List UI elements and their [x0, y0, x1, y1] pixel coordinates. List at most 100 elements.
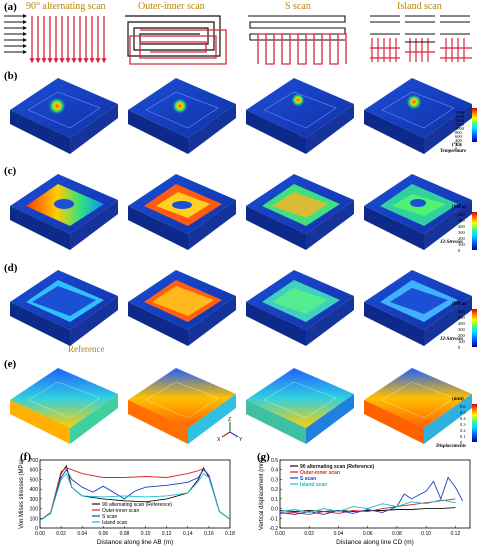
x-tick-label-1-5: 0.10	[421, 531, 431, 537]
panel-label-g: (g)	[257, 451, 270, 463]
x-tick-label-0-7: 0.14	[183, 531, 193, 537]
legend-label-1-3: Island scan	[300, 482, 327, 488]
y-tick-label-1-5: 0.3	[271, 477, 278, 483]
y-tick-label-0-2: 200	[30, 507, 39, 513]
panel-label-e: (e)	[4, 358, 17, 370]
panel-label-f: (f)	[20, 451, 31, 463]
block-c2	[128, 174, 236, 250]
legend-label-0-0: 90 alternating scan (Reference)	[102, 502, 172, 508]
series-line-1-0	[279, 507, 456, 512]
colorbar-b-label: Temperature	[440, 149, 467, 154]
y-tick-label-0-6: 600	[30, 468, 39, 474]
block-d1	[10, 270, 118, 346]
y-tick-label-0-1: 100	[30, 516, 39, 522]
axes-triad: Z X Y	[217, 417, 243, 443]
x-tick-label-1-4: 0.08	[392, 531, 402, 537]
row-d-stresses	[10, 270, 472, 346]
colorbar-c	[472, 212, 477, 250]
x-tick-label-0-8: 0.16	[204, 531, 214, 537]
colorbar-c-label: J2-Stresses	[440, 240, 464, 245]
y-tick-label-0-0: 0	[35, 526, 38, 532]
series-line-1-3	[279, 499, 456, 513]
row-c-stresses	[10, 174, 472, 250]
legend-label-0-1: Outer-inner scan	[102, 508, 139, 514]
colorbar-e-label: Displacements	[436, 444, 466, 449]
y-tick-label-1-3: 0.1	[271, 497, 278, 503]
legend-label-1-2: S scan	[300, 476, 316, 482]
panel-label-d: (d)	[4, 262, 18, 274]
block-b3	[246, 78, 354, 154]
y-tick-label-1-6: 0.4	[271, 468, 278, 474]
x-tick-label-1-6: 0.12	[451, 531, 461, 537]
x-tick-label-1-1: 0.02	[304, 531, 314, 537]
x-tick-label-1-3: 0.06	[363, 531, 373, 537]
y-tick-label-1-2: 0.0	[271, 507, 278, 513]
block-c3	[246, 174, 354, 250]
panel-label-c: (c)	[4, 165, 17, 177]
plot-frame-0	[39, 459, 231, 529]
x-tick-label-1-0: 0.00	[275, 531, 285, 537]
x-tick-label-1-2: 0.04	[334, 531, 344, 537]
legend-label-1-1: Outer-inner scan	[300, 470, 340, 476]
scan-island-diagram	[370, 15, 472, 62]
contour-plots: Z X Y	[10, 78, 477, 444]
block-e4	[364, 368, 472, 444]
line-charts: 0.00 0.02 0.04 0.06 0.08 0.10 0.12 0.14 0.16 0.18…	[19, 458, 471, 546]
block-e1	[10, 368, 118, 444]
colorbar-b-unit: (°C)	[452, 143, 461, 148]
scan-s-diagram	[248, 15, 347, 65]
plot-frame-1	[279, 459, 471, 529]
block-b1	[10, 78, 118, 154]
y-tick-label-1-7: 0.5	[271, 458, 278, 464]
colorbar-b	[472, 108, 477, 142]
block-e2	[128, 368, 236, 444]
x-tick-label-0-4: 0.08	[120, 531, 130, 537]
y-axis-label-1: Vertical displacement (mm)	[259, 458, 265, 530]
triad-y: Y	[239, 437, 243, 443]
colorbar-d-unit: (MPa)	[452, 302, 466, 307]
legend-label-1-0: 90 alternating scan (Reference)	[300, 464, 375, 470]
block-e3	[246, 368, 354, 444]
scan-path-diagrams	[4, 14, 472, 65]
x-axis-label-0: Distance along line AB (m)	[97, 539, 174, 546]
legend-label-0-3: Island scan	[102, 520, 128, 526]
x-tick-label-0-1: 0.02	[56, 531, 66, 537]
colorbar-e-unit: (mm)	[452, 397, 464, 402]
block-d3	[246, 270, 354, 346]
colorbar-e	[472, 404, 477, 442]
x-tick-label-0-2: 0.04	[77, 531, 87, 537]
row-b-temperature	[10, 78, 472, 154]
x-tick-label-0-3: 0.06	[98, 531, 108, 537]
scan-title-s: S scan	[285, 1, 311, 12]
legend-label-0-2: S scan	[102, 514, 118, 520]
series-line-0-2	[39, 468, 231, 521]
series-line-0-3	[39, 472, 231, 521]
triad-x: X	[217, 437, 221, 443]
block-b4	[364, 78, 472, 154]
block-c4	[364, 174, 472, 250]
panel-label-a: (a)	[4, 1, 17, 13]
y-tick-label-1-4: 0.2	[271, 487, 278, 493]
block-d2	[128, 270, 236, 346]
colorbar-c-unit: (MPa)	[452, 205, 466, 210]
colorbar-d	[472, 309, 477, 347]
block-b2	[128, 78, 236, 154]
scan-title-90-alternating: 90° alternating scan	[26, 1, 106, 12]
colorbar-d-label: J2-Stresses	[440, 337, 464, 342]
x-tick-label-0-9: 0.18	[225, 531, 235, 537]
y-tick-label-0-7: 700	[30, 458, 39, 464]
scan-title-island: Island scan	[397, 1, 442, 12]
block-c1	[10, 174, 118, 250]
y-tick-label-0-3: 300	[30, 497, 39, 503]
scan-outer-inner-diagram	[125, 15, 227, 65]
scan-title-outer-inner: Outer-inner scan	[138, 1, 205, 12]
block-d4	[364, 270, 472, 346]
scan-90-alternating-diagram	[4, 14, 107, 64]
y-axis-label-0: Von Mises stresses (MPa)	[19, 459, 25, 529]
x-tick-label-0-0: 0.00	[35, 531, 45, 537]
y-tick-label-1-0: -0.2	[269, 526, 278, 532]
reference-label: Reference	[68, 344, 105, 354]
x-tick-label-0-5: 0.10	[141, 531, 151, 537]
x-axis-label-1: Distance along line CD (m)	[336, 539, 414, 546]
y-tick-label-1-1: -0.1	[269, 516, 278, 522]
